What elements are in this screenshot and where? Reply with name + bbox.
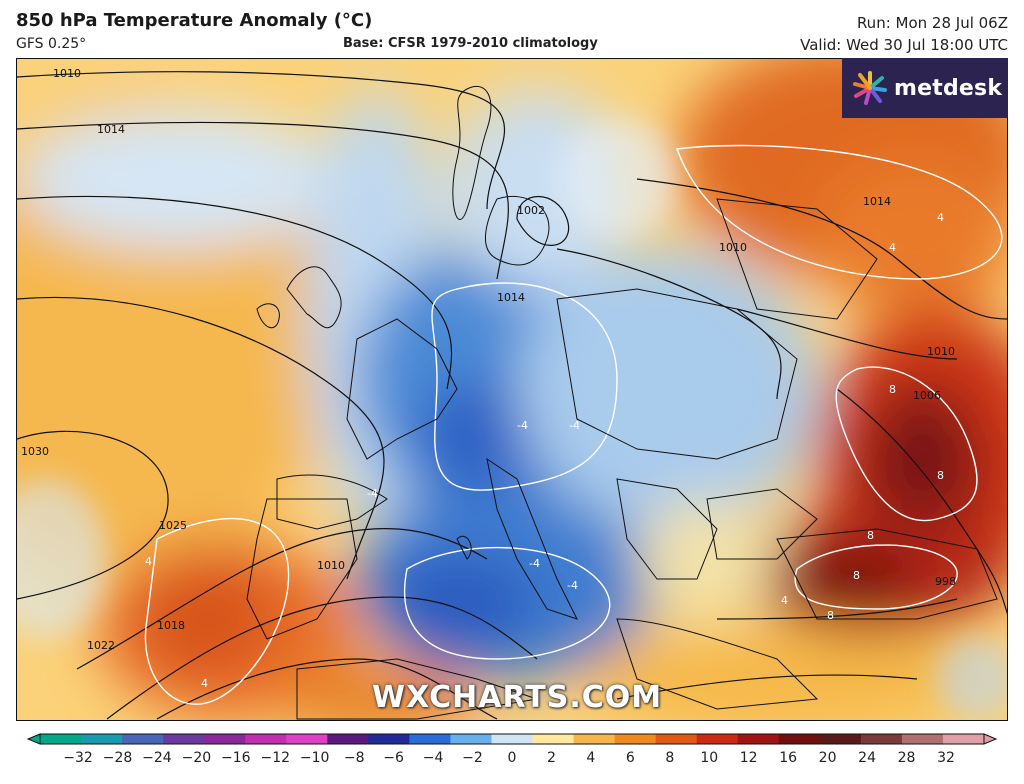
colorbar-cell bbox=[942, 734, 985, 744]
isobar-label: 1010 bbox=[317, 559, 345, 572]
isobar-label-group: 1010 1014 1030 1025 1022 1018 1010 1014 … bbox=[21, 67, 956, 652]
isobar-label: 1030 bbox=[21, 445, 49, 458]
anomaly-label: 8 bbox=[853, 569, 860, 582]
anomaly-label: -4 bbox=[367, 487, 378, 500]
anomaly-label: -4 bbox=[517, 419, 528, 432]
isobar-label: 1010 bbox=[53, 67, 81, 80]
map-canvas: 1010 1014 1030 1025 1022 1018 1010 1014 … bbox=[17, 59, 1007, 720]
colorbar-tick-label: −24 bbox=[142, 750, 172, 766]
colorbar-cell bbox=[491, 734, 534, 744]
colorbar-tick-label: −4 bbox=[422, 750, 444, 766]
anomaly-detail bbox=[17, 119, 1007, 719]
colorbar-tick-label: 6 bbox=[625, 750, 635, 766]
colorbar-tick-label: −28 bbox=[102, 750, 133, 766]
anomaly-label: -4 bbox=[567, 579, 578, 592]
colorbar-cell bbox=[122, 734, 164, 744]
colorbar bbox=[26, 733, 998, 745]
colorbar-tick-label: 8 bbox=[665, 750, 675, 766]
climatology-base-label: Base: CFSR 1979-2010 climatology bbox=[343, 36, 598, 51]
anomaly-label: 8 bbox=[889, 383, 896, 396]
anomaly-label: 8 bbox=[827, 609, 834, 622]
isobar-label: 1014 bbox=[497, 291, 525, 304]
anomaly-label: 4 bbox=[781, 594, 788, 607]
isobar-label: 1010 bbox=[719, 241, 747, 254]
anomaly-label: 4 bbox=[201, 677, 208, 690]
colorbar-cell bbox=[696, 734, 739, 744]
isobar-label: 1022 bbox=[87, 639, 115, 652]
colorbar-cell bbox=[860, 734, 903, 744]
colorbar-cell bbox=[163, 734, 205, 744]
colorbar-cell bbox=[819, 734, 862, 744]
colorbar-cell bbox=[409, 734, 451, 744]
colorbar-cell bbox=[573, 734, 616, 744]
isobar-label: 1018 bbox=[157, 619, 185, 632]
colorbar-tick-label: 24 bbox=[858, 750, 877, 766]
isobar-label: 1010 bbox=[927, 345, 955, 358]
colorbar-tick-label: −16 bbox=[221, 750, 251, 766]
metdesk-burst-logo-icon bbox=[853, 71, 887, 105]
colorbar-cell bbox=[286, 734, 328, 744]
colorbar-tick-label: 12 bbox=[739, 750, 758, 766]
valid-time-label: Valid: Wed 30 Jul 18:00 UTC bbox=[800, 36, 1008, 54]
colorbar-tick-label: −8 bbox=[343, 750, 365, 766]
anomaly-label: 8 bbox=[867, 529, 874, 542]
wxcharts-watermark: WXCHARTS.COM bbox=[372, 680, 663, 715]
isobars bbox=[17, 71, 1007, 720]
anomaly-field bbox=[17, 59, 1007, 720]
colorbar-cell bbox=[81, 734, 123, 744]
colorbar-tick-label: 20 bbox=[818, 750, 837, 766]
anomaly-label: 4 bbox=[889, 241, 896, 254]
anomaly-label-group: -4 -4 -4 -4 -4 4 4 8 8 8 8 8 4 4 4 bbox=[145, 211, 944, 690]
anomaly-label: 4 bbox=[145, 555, 152, 568]
anomaly-contours bbox=[144, 144, 1003, 705]
anomaly-label: 8 bbox=[937, 469, 944, 482]
metdesk-logo[interactable]: metdesk bbox=[842, 58, 1008, 118]
colorbar-tick-label: 4 bbox=[586, 750, 596, 766]
isobar-label: 1006 bbox=[913, 389, 941, 402]
isobar-label: 1014 bbox=[863, 195, 891, 208]
colorbar-cell bbox=[368, 734, 410, 744]
isobar-label: 1025 bbox=[159, 519, 187, 532]
colorbar-cell bbox=[737, 734, 780, 744]
colorbar-tick-label: −12 bbox=[260, 750, 291, 766]
anomaly-label: 4 bbox=[937, 211, 944, 224]
colorbar-outline bbox=[39, 733, 985, 745]
colorbar-left-arrow bbox=[26, 733, 41, 745]
colorbar-cell bbox=[450, 734, 492, 744]
colorbar-tick-label: −10 bbox=[299, 750, 330, 766]
colorbar-cell bbox=[901, 734, 944, 744]
colorbar-tick-label: 10 bbox=[700, 750, 719, 766]
run-time-label: Run: Mon 28 Jul 06Z bbox=[856, 14, 1008, 32]
colorbar-cell bbox=[327, 734, 369, 744]
anomaly-label: -4 bbox=[529, 557, 540, 570]
colorbar-cell bbox=[655, 734, 698, 744]
colorbar-tick-label: −6 bbox=[383, 750, 404, 766]
colorbar-cell bbox=[40, 734, 82, 744]
isobar-label: 998 bbox=[935, 575, 956, 588]
anomaly-map: 1010 1014 1030 1025 1022 1018 1010 1014 … bbox=[16, 58, 1008, 721]
colorbar-right-arrow bbox=[983, 733, 998, 745]
coastlines bbox=[246, 86, 998, 720]
colorbar-tick-label: −32 bbox=[63, 750, 93, 766]
colorbar-tick-label: −2 bbox=[462, 750, 483, 766]
colorbar-tick-label: 2 bbox=[547, 750, 556, 766]
metdesk-logo-text: metdesk bbox=[894, 75, 1003, 101]
anomaly-label: -4 bbox=[569, 419, 580, 432]
colorbar-tick-label: 32 bbox=[937, 750, 955, 766]
colorbar-cells bbox=[40, 734, 985, 744]
colorbar-tick-label: 28 bbox=[897, 750, 916, 766]
colorbar-tick-label: −20 bbox=[181, 750, 212, 766]
chart-title: 850 hPa Temperature Anomaly (°C) bbox=[16, 10, 373, 31]
colorbar-tick-label: 16 bbox=[779, 750, 798, 766]
colorbar-tick-label: 0 bbox=[507, 750, 517, 766]
isobar-label: 1002 bbox=[517, 204, 545, 217]
colorbar-cell bbox=[532, 734, 575, 744]
colorbar-cell bbox=[614, 734, 657, 744]
isobar-label: 1014 bbox=[97, 123, 125, 136]
colorbar-cell bbox=[245, 734, 287, 744]
model-label: GFS 0.25° bbox=[16, 36, 87, 52]
colorbar-cell bbox=[204, 734, 246, 744]
colorbar-cell bbox=[778, 734, 821, 744]
